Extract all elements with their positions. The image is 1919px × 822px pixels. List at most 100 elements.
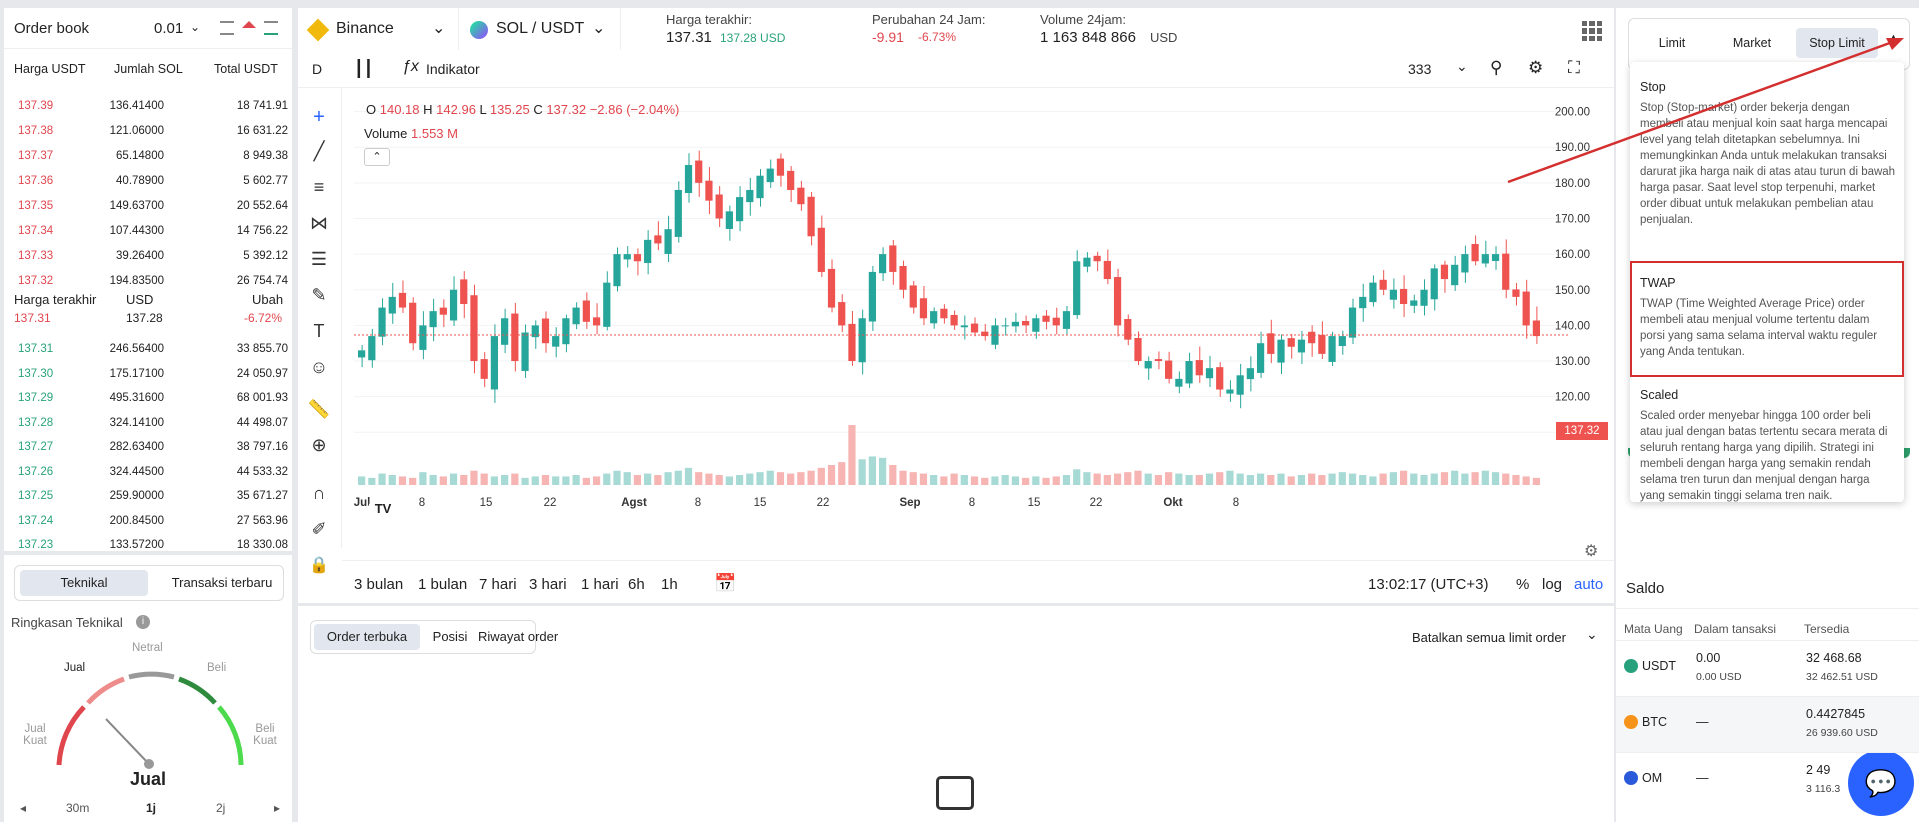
- bid-row[interactable]: 137.26 324.44500 44 533.32: [4, 460, 292, 485]
- tab-market[interactable]: Market: [1732, 36, 1772, 50]
- text-icon[interactable]: T: [313, 320, 325, 341]
- period-2j[interactable]: 2j: [216, 801, 226, 815]
- chevron-down-icon[interactable]: ⌄: [1586, 626, 1598, 642]
- volume-bar: [1246, 475, 1254, 485]
- step-select[interactable]: 0.01: [154, 20, 184, 37]
- period-30m[interactable]: 30m: [66, 801, 90, 815]
- pair-select[interactable]: SOL / USDT: [496, 20, 585, 37]
- lock-draw-icon[interactable]: ✐: [311, 518, 327, 539]
- volume-bar: [889, 465, 897, 485]
- range-button[interactable]: 6h: [628, 576, 645, 593]
- volume-bar: [1328, 473, 1336, 485]
- tab-limit[interactable]: Limit: [1658, 36, 1686, 50]
- volume-bar: [1318, 475, 1326, 485]
- ask-row[interactable]: 137.36 40.78900 5 602.77: [4, 169, 292, 194]
- tradingview-logo: TV: [368, 496, 398, 522]
- trend-line-icon[interactable]: ╱: [313, 140, 325, 161]
- ask-row[interactable]: 137.34 107.44300 14 756.22: [4, 219, 292, 244]
- log-toggle[interactable]: log: [1542, 576, 1563, 593]
- chart-settings-icon[interactable]: ⚙: [1584, 543, 1599, 560]
- bid-row[interactable]: 137.24 200.84500 27 563.96: [4, 509, 292, 534]
- range-button[interactable]: 3 hari: [529, 576, 567, 593]
- candle-body: [1410, 300, 1418, 306]
- bid-row[interactable]: 137.30 175.17100 24 050.97: [4, 362, 292, 387]
- emoji-icon[interactable]: ☺: [309, 356, 329, 377]
- prev-arrow-icon[interactable]: ◂: [20, 801, 27, 815]
- bids-view-icon[interactable]: [264, 21, 278, 35]
- option-scaled-title[interactable]: Scaled: [1640, 388, 1679, 402]
- balance-row[interactable]: OM — 2 49 3 116.3: [1616, 752, 1919, 808]
- fib-icon[interactable]: ☰: [310, 248, 328, 269]
- next-arrow-icon[interactable]: ▸: [274, 801, 281, 815]
- indicator-search-icon[interactable]: ⚲: [1490, 58, 1503, 77]
- fullscreen-icon[interactable]: ⛶: [1568, 58, 1580, 77]
- order-book-panel: Order book 0.01 ⌄ Harga USDT Jumlah SOL …: [4, 8, 292, 551]
- collapse-legend-button[interactable]: ⌃: [364, 148, 390, 166]
- volume-bar: [1073, 469, 1081, 485]
- range-button[interactable]: 3 bulan: [354, 576, 404, 593]
- bid-row[interactable]: 137.31 246.56400 33 855.70: [4, 337, 292, 362]
- tab-positions[interactable]: Posisi: [432, 629, 468, 644]
- bid-row[interactable]: 137.27 282.63400 38 797.16: [4, 435, 292, 460]
- tab-order-history[interactable]: Riwayat order: [478, 629, 559, 644]
- ruler-icon[interactable]: 📏: [307, 398, 331, 419]
- chat-support-button[interactable]: 💬: [1848, 750, 1914, 816]
- cancel-all-button[interactable]: Batalkan semua limit order: [1412, 630, 1566, 645]
- candle-body: [1502, 253, 1510, 290]
- ask-row[interactable]: 137.37 65.14800 8 949.38: [4, 144, 292, 169]
- horizontal-lines-icon[interactable]: ≡: [313, 176, 325, 197]
- tab-teknikal[interactable]: Teknikal: [20, 570, 148, 596]
- range-button[interactable]: 1 hari: [581, 576, 619, 593]
- bid-price: 137.31: [18, 343, 54, 355]
- ask-row[interactable]: 137.35 149.63700 20 552.64: [4, 194, 292, 219]
- range-button[interactable]: 1h: [661, 576, 678, 593]
- clock-time: 13:02:17 (UTC+3): [1368, 576, 1489, 593]
- both-view-icon[interactable]: [220, 21, 234, 35]
- chevron-down-icon[interactable]: ⌄: [190, 20, 201, 34]
- bid-row[interactable]: 137.28 324.14100 44 498.07: [4, 411, 292, 436]
- exchange-select[interactable]: Binance: [336, 20, 394, 37]
- candle-body: [1103, 260, 1111, 280]
- indicator-button[interactable]: Indikator: [426, 61, 480, 77]
- crosshair-icon[interactable]: +: [313, 105, 325, 128]
- ask-row[interactable]: 137.33 39.26400 5 392.12: [4, 244, 292, 269]
- count-select[interactable]: 333: [1408, 61, 1432, 77]
- period-1j[interactable]: 1j: [146, 801, 157, 815]
- candle-body: [1532, 320, 1540, 337]
- percent-toggle[interactable]: %: [1516, 576, 1530, 593]
- fx-icon[interactable]: ƒx: [402, 58, 419, 75]
- candle-body: [1093, 255, 1101, 262]
- candlestick-chart[interactable]: 200.00 190.00 180.00 170.00 160.00 150.00 140.…: [354, 88, 1614, 533]
- tab-transaksi-terbaru[interactable]: Transaksi terbaru: [171, 575, 273, 590]
- range-button[interactable]: 1 bulan: [418, 576, 468, 593]
- ask-row[interactable]: 137.38 121.06000 16 631.22: [4, 119, 292, 144]
- pattern-icon[interactable]: ⋈: [310, 212, 328, 233]
- option-stop-title[interactable]: Stop: [1640, 80, 1666, 94]
- interval-button[interactable]: D: [312, 61, 323, 77]
- bid-row[interactable]: 137.25 259.90000 35 671.27: [4, 484, 292, 509]
- asks-view-icon[interactable]: [242, 21, 256, 28]
- lock-icon[interactable]: 🔒: [309, 557, 329, 574]
- tab-open-orders[interactable]: Order terbuka: [314, 624, 420, 650]
- ask-row[interactable]: 137.32 194.83500 26 754.74: [4, 269, 292, 294]
- ask-row[interactable]: 137.39 136.41400 18 741.91: [4, 94, 292, 119]
- magnet-icon[interactable]: ∩: [312, 482, 326, 503]
- chevron-down-icon[interactable]: ⌄: [1456, 58, 1468, 74]
- chevron-down-icon[interactable]: ⌄: [432, 20, 446, 37]
- zoom-icon[interactable]: ⊕: [311, 434, 327, 455]
- range-button[interactable]: 7 hari: [479, 576, 517, 593]
- technical-result: Jual: [129, 769, 167, 789]
- auto-toggle[interactable]: auto: [1574, 576, 1604, 593]
- balance-row[interactable]: USDT 0.00 0.00 USD 32 468.68 32 462.51 USD: [1616, 640, 1919, 696]
- brush-icon[interactable]: ✎: [311, 284, 327, 305]
- settings-icon[interactable]: ⚙: [1528, 58, 1544, 77]
- option-twap-title[interactable]: TWAP: [1640, 276, 1676, 290]
- candle-type-icon[interactable]: ┃┃: [354, 61, 374, 78]
- info-icon[interactable]: i: [136, 615, 150, 629]
- grid-icon[interactable]: [1582, 21, 1602, 41]
- bid-row[interactable]: 137.23 133.57200 18 330.08: [4, 533, 292, 558]
- chevron-down-icon[interactable]: ⌄: [592, 20, 606, 37]
- calendar-icon[interactable]: 📅: [714, 573, 737, 593]
- balance-row[interactable]: BTC — 0.4427845 26 939.60 USD: [1616, 696, 1919, 752]
- bid-row[interactable]: 137.29 495.31600 68 001.93: [4, 386, 292, 411]
